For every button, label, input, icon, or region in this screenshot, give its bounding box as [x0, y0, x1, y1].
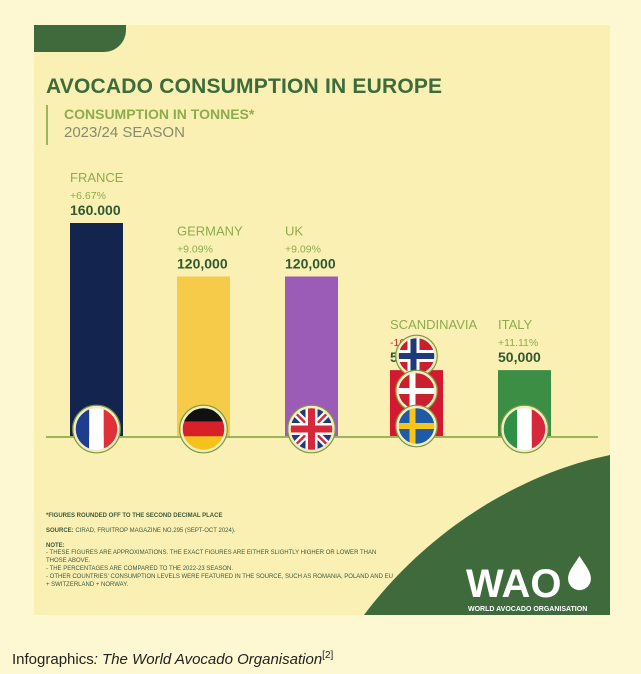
flag-body: [289, 407, 334, 451]
value-label: 120,000: [177, 256, 228, 272]
chart-season: 2023/24 SEASON: [64, 124, 185, 141]
flag-part: [517, 407, 532, 451]
flag-ring: [180, 405, 227, 453]
logo-mark: WAO: [466, 562, 562, 606]
uk-flag-icon: [287, 404, 336, 454]
figure-caption: Infographics: The World Avocado Organisa…: [12, 650, 333, 668]
infographic-card: AVOCADO CONSUMPTION IN EUROPE CONSUMPTIO…: [34, 25, 610, 615]
chart-title: AVOCADO CONSUMPTION IN EUROPE: [46, 75, 443, 98]
change-label: +9.09%: [177, 244, 213, 256]
bar-chart: FRANCE+6.67%160.000GERMANY+9.09%120,000U…: [46, 170, 598, 454]
norway-flag-icon: [395, 334, 438, 378]
category-label: SCANDINAVIA: [390, 317, 477, 332]
category-label: UK: [285, 224, 303, 239]
wao-logo: WAO WORLD AVOCADO ORGANISATION: [364, 455, 610, 615]
sweden-flag-icon: [395, 404, 438, 448]
flag-ring: [396, 405, 437, 447]
source-text: CIRAD, FRUITROP MAGAZINE NO.295 (SEPT-OC…: [75, 528, 236, 534]
change-label: +11.11%: [498, 337, 538, 349]
flag-ring: [73, 405, 120, 453]
footnotes: *FIGURES ROUNDED OFF TO THE SECOND DECIM…: [46, 513, 396, 589]
italy-flag-icon: [500, 404, 549, 454]
caption-source: : The World Avocado Organisation: [93, 651, 323, 668]
flag-part: [289, 425, 334, 433]
flag-part: [181, 421, 226, 437]
flag-outline: [395, 404, 438, 448]
bar-group-germany: GERMANY +9.09%120,000: [177, 224, 243, 437]
avocado-drop-icon: [568, 555, 591, 591]
note-line: - THESE FIGURES ARE APPROXIMATIONS. THE …: [46, 550, 377, 564]
category-label: GERMANY: [177, 224, 243, 239]
change-label: +9.09%: [285, 244, 321, 256]
top-tab-decoration: [34, 25, 126, 52]
flag-outline: [500, 404, 549, 454]
flag-part: [397, 388, 436, 394]
chart-subtitle: CONSUMPTION IN TONNES*: [64, 106, 255, 122]
flag-part: [89, 407, 104, 451]
source-label: SOURCE:: [46, 528, 74, 534]
bar-group-france: FRANCE +6.67%160.000: [70, 170, 124, 437]
note-line: - OTHER COUNTRIES' CONSUMPTION LEVELS WE…: [46, 574, 393, 588]
value-label: 160.000: [70, 202, 121, 218]
flag-ring: [288, 405, 335, 453]
flag-part: [397, 423, 436, 429]
flag-ring: [501, 405, 548, 453]
note-title: NOTE:: [46, 543, 65, 549]
value-label: 120,000: [285, 256, 336, 272]
caption-prefix: Infographics: [12, 651, 94, 668]
flag-outline: [179, 404, 228, 454]
source-footnote: SOURCE: CIRAD, FRUITROP MAGAZINE NO.295 …: [46, 528, 396, 534]
flag-outline: [287, 404, 336, 454]
logo-name: WORLD AVOCADO ORGANISATION: [468, 606, 587, 613]
flag-outline: [72, 404, 121, 454]
rounding-footnote: *FIGURES ROUNDED OFF TO THE SECOND DECIM…: [46, 513, 223, 519]
change-label: +6.67%: [70, 190, 106, 202]
caption-ref[interactable]: [2]: [322, 650, 334, 661]
subtitle-block: CONSUMPTION IN TONNES* 2023/24 SEASON: [46, 105, 254, 145]
category-label: FRANCE: [70, 170, 124, 185]
category-label: ITALY: [498, 317, 533, 332]
value-label: 50,000: [498, 349, 541, 365]
note-line: - THE PERCENTAGES ARE COMPARED TO THE 20…: [46, 566, 234, 572]
france-flag-icon: [72, 404, 121, 454]
germany-flag-icon: [179, 404, 228, 454]
logo-swoosh-shape: [364, 455, 610, 615]
bar-france: [70, 223, 123, 437]
flag-part: [397, 353, 436, 359]
